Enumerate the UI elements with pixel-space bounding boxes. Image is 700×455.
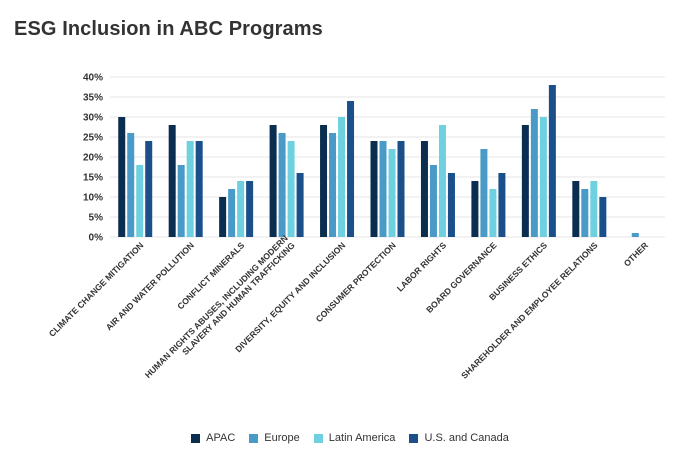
bar: [269, 125, 277, 237]
x-tick-label-line: CLIMATE CHANGE MITIGATION: [47, 240, 146, 339]
legend-label: Europe: [264, 432, 300, 444]
x-tick-label-line: OTHER: [622, 240, 651, 269]
bar: [548, 85, 556, 237]
y-tick-label: 10%: [83, 193, 103, 204]
bar: [177, 165, 185, 237]
y-tick-label: 30%: [83, 113, 103, 124]
legend-label: U.S. and Canada: [424, 432, 509, 444]
bar: [489, 189, 497, 237]
bar: [379, 141, 387, 237]
bar: [480, 149, 488, 237]
x-tick-label: AIR AND WATER POLLUTION: [104, 240, 196, 332]
bar: [397, 141, 405, 237]
bar: [145, 141, 153, 237]
bar: [471, 181, 479, 237]
bar: [278, 133, 286, 237]
bar: [287, 141, 295, 237]
x-tick-label: CLIMATE CHANGE MITIGATION: [47, 240, 146, 339]
bar: [195, 141, 203, 237]
bar: [438, 125, 446, 237]
bar: [338, 117, 346, 237]
bar: [429, 165, 437, 237]
bar: [168, 125, 176, 237]
bar: [246, 181, 254, 237]
legend-item: APAC: [191, 432, 235, 444]
x-tick-label: DIVERSITY, EQUITY AND INCLUSION: [233, 240, 347, 354]
bar: [347, 101, 355, 237]
y-tick-label: 35%: [83, 93, 103, 104]
legend-swatch: [313, 433, 323, 443]
bar: [127, 133, 135, 237]
x-tick-label-line: HUMAN RIGHTS ABUSES, INCLUDING MODERN: [143, 233, 290, 380]
legend-item: Latin America: [313, 432, 396, 444]
legend-item: Europe: [249, 432, 300, 444]
bar: [136, 165, 144, 237]
legend-item: U.S. and Canada: [409, 432, 509, 444]
chart-title: ESG Inclusion in ABC Programs: [14, 18, 323, 40]
bar: [219, 197, 227, 237]
x-tick-label-line: AIR AND WATER POLLUTION: [104, 240, 196, 332]
x-tick-label-line: LABOR RIGHTS: [395, 240, 449, 294]
legend-swatch: [249, 433, 259, 443]
x-tick-label-line: SLAVERY AND HUMAN TRAFFICKING: [180, 240, 297, 357]
bar: [498, 173, 506, 237]
bar: [228, 189, 236, 237]
bar: [118, 117, 126, 237]
bar: [521, 125, 529, 237]
y-tick-label: 40%: [83, 73, 103, 84]
bar: [530, 109, 538, 237]
bar: [388, 149, 396, 237]
bar: [447, 173, 455, 237]
legend-label: Latin America: [328, 432, 396, 444]
legend-swatch: [409, 433, 419, 443]
x-tick-label: OTHER: [622, 240, 651, 269]
bar: [581, 189, 589, 237]
chart-legend: APAC Europe Latin America U.S. and Canada: [0, 432, 700, 444]
bar: [572, 181, 580, 237]
bar: [590, 181, 598, 237]
bar: [370, 141, 378, 237]
legend-label: APAC: [206, 432, 236, 444]
bar: [420, 141, 428, 237]
legend-swatch: [191, 433, 201, 443]
y-tick-label: 20%: [83, 153, 103, 164]
y-tick-label: 5%: [89, 213, 104, 224]
bar: [320, 125, 328, 237]
bar: [237, 181, 245, 237]
y-tick-label: 25%: [83, 133, 103, 144]
bar: [599, 197, 607, 237]
bar: [296, 173, 304, 237]
x-tick-label-line: DIVERSITY, EQUITY AND INCLUSION: [233, 240, 347, 354]
bar: [329, 133, 337, 237]
bar: [186, 141, 194, 237]
y-tick-label: 15%: [83, 173, 103, 184]
y-tick-label: 0%: [89, 233, 104, 244]
bar: [631, 233, 639, 237]
x-tick-label: LABOR RIGHTS: [395, 240, 449, 294]
bar: [539, 117, 547, 237]
